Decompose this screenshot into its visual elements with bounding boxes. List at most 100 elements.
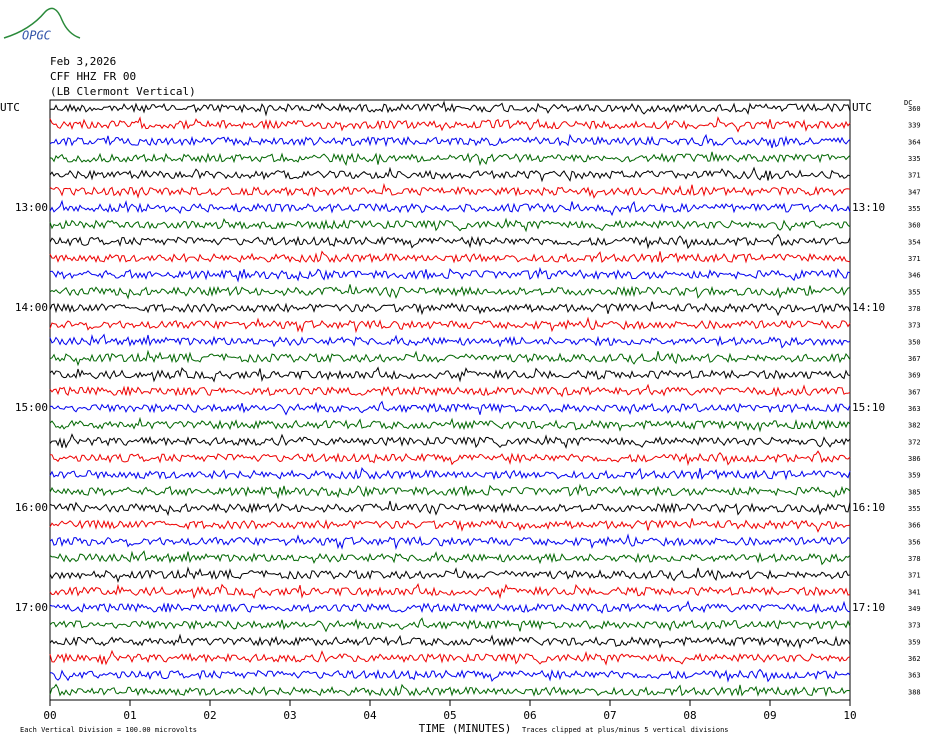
offset-label: 367 bbox=[908, 388, 921, 396]
offset-label: 371 bbox=[908, 572, 921, 580]
right-time-label: UTC bbox=[852, 101, 872, 114]
offset-label: 341 bbox=[908, 588, 921, 596]
trace bbox=[49, 383, 851, 398]
trace bbox=[49, 316, 851, 334]
offset-label: 371 bbox=[908, 172, 921, 180]
trace bbox=[49, 466, 851, 481]
x-tick-label: 07 bbox=[603, 709, 616, 722]
trace bbox=[49, 566, 851, 584]
footer-right: Traces clipped at plus/minus 5 vertical … bbox=[522, 726, 729, 734]
trace bbox=[49, 301, 851, 317]
x-tick-label: 00 bbox=[43, 709, 56, 722]
offset-label: 359 bbox=[908, 638, 921, 646]
offset-label: 378 bbox=[908, 305, 921, 313]
x-tick-label: 05 bbox=[443, 709, 456, 722]
trace bbox=[49, 250, 851, 264]
offset-label: 356 bbox=[908, 538, 921, 546]
x-tick-label: 01 bbox=[123, 709, 136, 722]
x-tick-label: 10 bbox=[843, 709, 856, 722]
trace bbox=[49, 633, 851, 650]
offset-label: 350 bbox=[908, 338, 921, 346]
offset-label: 339 bbox=[908, 122, 921, 130]
offset-label: 371 bbox=[908, 255, 921, 263]
offset-label: 349 bbox=[908, 605, 921, 613]
offset-label: 378 bbox=[908, 555, 921, 563]
trace bbox=[49, 483, 851, 500]
footer-left: Each Vertical Division = 100.00 microvol… bbox=[20, 726, 197, 734]
right-time-label: 13:10 bbox=[852, 201, 885, 214]
trace bbox=[49, 116, 851, 133]
offset-label: 347 bbox=[908, 188, 921, 196]
trace bbox=[49, 400, 851, 416]
offset-label: 363 bbox=[908, 405, 921, 413]
offset-label: 354 bbox=[908, 238, 921, 246]
offset-label: 382 bbox=[908, 422, 921, 430]
logo: OPGC bbox=[22, 29, 52, 43]
right-time-label: 16:10 bbox=[852, 501, 885, 514]
date: Feb 3,2026 bbox=[50, 55, 116, 68]
left-time-label: 13:00 bbox=[15, 201, 48, 214]
offset-label: 355 bbox=[908, 288, 921, 296]
x-tick-label: 03 bbox=[283, 709, 296, 722]
right-time-label: 14:10 bbox=[852, 301, 885, 314]
location: (LB Clermont Vertical) bbox=[50, 85, 196, 98]
left-time-label: 16:00 bbox=[15, 501, 48, 514]
right-time-label: 15:10 bbox=[852, 401, 885, 414]
offset-label: 355 bbox=[908, 505, 921, 513]
offset-label: 373 bbox=[908, 622, 921, 630]
trace bbox=[49, 583, 851, 600]
trace bbox=[49, 151, 851, 167]
x-tick-label: 09 bbox=[763, 709, 776, 722]
offset-label: 369 bbox=[908, 372, 921, 380]
trace bbox=[49, 199, 851, 217]
offset-label: 355 bbox=[908, 205, 921, 213]
offset-header: DC bbox=[904, 99, 912, 107]
x-title: TIME (MINUTES) bbox=[419, 722, 512, 735]
trace bbox=[49, 668, 851, 683]
station: CFF HHZ FR 00 bbox=[50, 70, 136, 83]
offset-label: 335 bbox=[908, 155, 921, 163]
offset-label: 359 bbox=[908, 472, 921, 480]
trace bbox=[49, 433, 851, 449]
offset-label: 388 bbox=[908, 688, 921, 696]
x-tick-label: 02 bbox=[203, 709, 216, 722]
offset-label: 362 bbox=[908, 655, 921, 663]
trace bbox=[49, 333, 851, 349]
trace bbox=[49, 683, 851, 698]
offset-label: 346 bbox=[908, 272, 921, 280]
trace bbox=[49, 133, 851, 149]
trace bbox=[49, 366, 851, 383]
trace bbox=[49, 500, 851, 517]
offset-label: 363 bbox=[908, 672, 921, 680]
offset-label: 366 bbox=[908, 522, 921, 530]
offset-label: 386 bbox=[908, 455, 921, 463]
offset-label: 360 bbox=[908, 222, 921, 230]
trace bbox=[49, 533, 851, 550]
x-tick-label: 06 bbox=[523, 709, 536, 722]
trace bbox=[49, 217, 851, 233]
trace bbox=[49, 518, 851, 533]
trace bbox=[49, 617, 851, 633]
left-time-label: 14:00 bbox=[15, 301, 48, 314]
trace bbox=[49, 349, 851, 367]
left-time-label: 15:00 bbox=[15, 401, 48, 414]
x-tick-label: 08 bbox=[683, 709, 696, 722]
right-time-label: 17:10 bbox=[852, 601, 885, 614]
left-time-label: 17:00 bbox=[15, 601, 48, 614]
offset-label: 364 bbox=[908, 138, 921, 146]
trace bbox=[49, 550, 851, 566]
offset-label: 372 bbox=[908, 438, 921, 446]
trace bbox=[49, 100, 851, 117]
left-time-label: UTC bbox=[0, 101, 20, 114]
trace bbox=[49, 284, 851, 300]
trace bbox=[49, 233, 851, 250]
trace bbox=[49, 166, 851, 183]
trace bbox=[49, 649, 851, 666]
trace bbox=[49, 416, 851, 433]
trace bbox=[49, 600, 851, 614]
x-tick-label: 04 bbox=[363, 709, 377, 722]
trace bbox=[49, 266, 851, 283]
offset-label: 385 bbox=[908, 488, 921, 496]
offset-label: 367 bbox=[908, 355, 921, 363]
